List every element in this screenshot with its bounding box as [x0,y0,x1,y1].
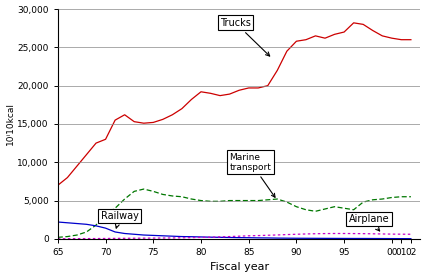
Text: Airplane: Airplane [349,214,389,231]
Text: Marine
transport: Marine transport [230,153,275,197]
Text: Railway: Railway [101,211,139,228]
Text: Trucks: Trucks [220,18,270,56]
X-axis label: Fiscal year: Fiscal year [210,262,269,272]
Y-axis label: 10ⁱ10kcal: 10ⁱ10kcal [6,103,14,145]
